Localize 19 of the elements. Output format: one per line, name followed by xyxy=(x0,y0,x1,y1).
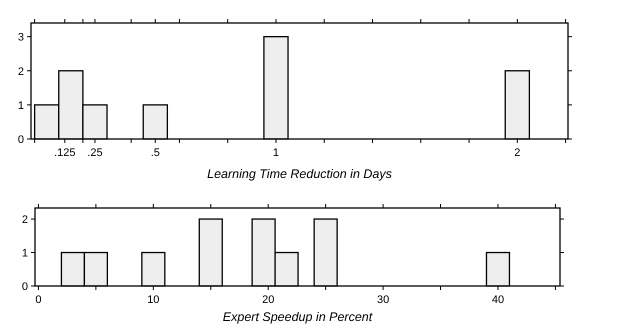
x-tick-label: 30 xyxy=(376,294,390,306)
y-tick-label: 3 xyxy=(18,32,24,44)
y-tick-label: 2 xyxy=(22,214,28,226)
x-tick-label: 20 xyxy=(262,294,274,306)
x-tick-label: .5 xyxy=(150,147,160,159)
x-tick-label: .25 xyxy=(87,147,103,159)
y-tick-label: 0 xyxy=(18,134,24,146)
x-tick-label: 10 xyxy=(147,294,160,306)
y-tick-label: 2 xyxy=(18,66,24,78)
x-tick-label: 40 xyxy=(492,294,504,306)
x-tick-label: 1 xyxy=(272,147,280,159)
x-axis-title: Learning Time Reduction in Days xyxy=(207,167,392,181)
y-tick-label: 0 xyxy=(22,281,28,293)
x-tick-label: .125 xyxy=(54,147,76,159)
y-tick-label: 1 xyxy=(22,248,28,260)
x-tick-label: 0 xyxy=(35,294,42,306)
x-tick-label: 2 xyxy=(514,147,520,159)
x-axis-title: Expert Speedup in Percent xyxy=(222,310,373,324)
y-tick-label: 1 xyxy=(18,100,24,112)
